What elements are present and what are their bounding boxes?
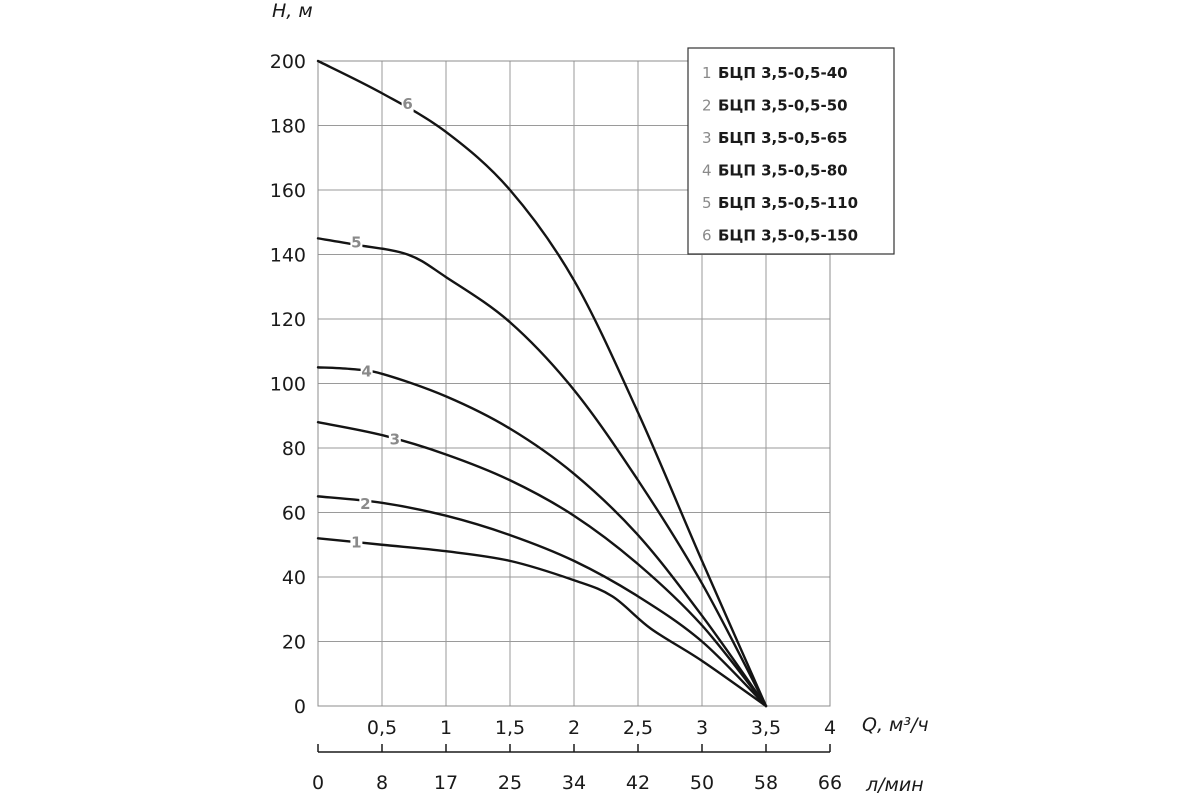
legend-item-name: БЦП 3,5-0,5-65 <box>718 129 848 147</box>
secondary-tick-label: 17 <box>434 772 458 794</box>
secondary-tick-label: 66 <box>818 772 842 794</box>
y-tick-label: 120 <box>270 309 306 331</box>
curve-label-4: 4 <box>361 363 371 381</box>
curve-number-labels: 1 2 3 4 5 6 <box>350 93 414 552</box>
curve-label-6: 6 <box>402 95 412 113</box>
legend-item-number: 2 <box>702 97 712 115</box>
x-axis-label-secondary: л/мин <box>865 774 924 796</box>
curve-label-bg <box>350 532 363 551</box>
curve-label-3: 3 <box>390 430 400 448</box>
plot-frame <box>317 60 831 707</box>
curve-2 <box>316 495 768 708</box>
curve-label-1: 1 <box>351 534 361 552</box>
curve-1 <box>316 537 768 708</box>
y-tick-label: 140 <box>270 245 306 267</box>
curve-label-bg <box>359 493 372 512</box>
legend-item-name: БЦП 3,5-0,5-150 <box>718 227 858 245</box>
curve-label-2: 2 <box>360 495 370 513</box>
curve-label-bg <box>388 429 401 448</box>
secondary-tick-label: 58 <box>754 772 778 794</box>
x-tick-label: 1 <box>440 717 452 739</box>
legend-item-name: БЦП 3,5-0,5-50 <box>718 97 848 115</box>
curve-label-bg <box>350 232 363 251</box>
x-axis-ticks-m3h: 0,5 1 1,5 2 2,5 3 3,5 4 <box>367 717 836 739</box>
curve-4 <box>316 366 768 708</box>
x-tick-label: 3,5 <box>751 717 781 739</box>
curve-label-5: 5 <box>351 234 361 252</box>
y-tick-label: 180 <box>270 116 306 138</box>
curve-label-bg <box>360 361 373 380</box>
legend-item-name: БЦП 3,5-0,5-80 <box>718 162 848 180</box>
secondary-tick-label: 8 <box>376 772 388 794</box>
y-axis-label: H, м <box>272 0 313 22</box>
legend-item-number: 1 <box>702 64 712 82</box>
legend-item-name: БЦП 3,5-0,5-110 <box>718 194 858 212</box>
secondary-tick-label: 34 <box>562 772 586 794</box>
secondary-tick-label: 42 <box>626 772 650 794</box>
secondary-scale-lpm: 0 8 17 25 34 42 50 58 66 <box>312 744 842 794</box>
curve-5 <box>316 237 768 708</box>
x-axis-label: Q, м³/ч <box>862 714 929 736</box>
x-tick-label: 0,5 <box>367 717 397 739</box>
y-tick-label: 0 <box>294 696 306 718</box>
chart-grid <box>317 60 831 707</box>
x-tick-label: 2 <box>568 717 580 739</box>
y-tick-label: 20 <box>282 632 306 654</box>
y-tick-label: 60 <box>282 503 306 525</box>
y-tick-label: 200 <box>270 51 306 73</box>
y-tick-label: 80 <box>282 438 306 460</box>
x-tick-label: 3 <box>696 717 708 739</box>
curve-label-bg <box>401 93 414 112</box>
curve-3 <box>316 421 768 708</box>
secondary-tick-label: 50 <box>690 772 714 794</box>
legend: 1 БЦП 3,5-0,5-40 2 БЦП 3,5-0,5-50 3 БЦП 3,5-0… <box>687 47 895 255</box>
legend-item-number: 4 <box>702 162 712 180</box>
x-tick-label: 2,5 <box>623 717 653 739</box>
secondary-tick-label: 25 <box>498 772 522 794</box>
y-tick-label: 100 <box>270 374 306 396</box>
y-tick-label: 40 <box>282 567 306 589</box>
legend-box <box>687 47 895 255</box>
legend-item-number: 3 <box>702 129 712 147</box>
legend-item-number: 5 <box>702 194 712 212</box>
y-axis-ticks: 0 20 40 60 80 100 120 140 160 180 200 <box>270 51 306 718</box>
x-tick-label: 4 <box>824 717 836 739</box>
secondary-tick-label: 0 <box>312 772 324 794</box>
y-tick-label: 160 <box>270 180 306 202</box>
legend-item-name: БЦП 3,5-0,5-40 <box>718 64 848 82</box>
x-tick-label: 1,5 <box>495 717 525 739</box>
legend-item-number: 6 <box>702 227 712 245</box>
